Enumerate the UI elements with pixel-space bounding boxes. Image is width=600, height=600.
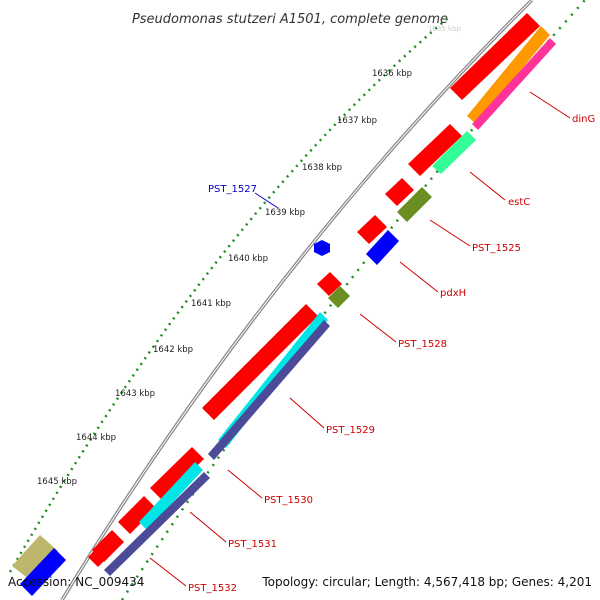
gene-pdxH[interactable]: [357, 215, 387, 244]
tick-labels: 1636 kbp 1637 kbp 1638 kbp 1639 kbp 1640…: [37, 69, 412, 487]
accession-text: Accession: NC_009434: [8, 575, 144, 589]
topology-text: Topology: circular; Length: 4,567,418 bp…: [261, 575, 592, 589]
gene-label-PST_1531[interactable]: PST_1531: [228, 539, 277, 550]
tick-label: 1642 kbp: [153, 345, 193, 355]
gene-estC[interactable]: [408, 124, 462, 176]
feature-track-3: [20, 38, 556, 596]
gene-label-dinG[interactable]: dinG: [572, 114, 595, 125]
gene-PST_1531[interactable]: [118, 496, 156, 534]
tick-label: 1644 kbp: [76, 433, 116, 443]
tick-label: 1641 kbp: [191, 299, 231, 309]
gene-dinG[interactable]: [450, 13, 540, 100]
gene-label-PST_1525[interactable]: PST_1525: [472, 243, 521, 254]
tick-label: 1643 kbp: [115, 389, 155, 399]
gene-PST_1525[interactable]: [385, 178, 414, 206]
svg-text:1635 kbp: 1635 kbp: [428, 25, 462, 33]
tick-label: 1636 kbp: [372, 69, 412, 79]
tick-label: 1639 kbp: [265, 208, 305, 218]
gene-PST_1529[interactable]: [202, 304, 318, 420]
gene-label-PST_1530[interactable]: PST_1530: [264, 495, 313, 506]
gene-label-estC[interactable]: estC: [508, 197, 530, 208]
gene-label-pdxH[interactable]: pdxH: [440, 288, 466, 299]
tick-label: 1638 kbp: [302, 163, 342, 173]
gene-labels: dinG estC PST_1525 PST_1527 pdxH PST_152…: [188, 114, 595, 594]
gene-PST_1528[interactable]: [317, 272, 342, 296]
outer-tick-ring: [8, 17, 449, 573]
tick-label: 1637 kbp: [337, 116, 377, 126]
gene-PST_1530[interactable]: [150, 447, 204, 500]
tick-label: 1645 kbp: [37, 477, 77, 487]
cds-track: [88, 13, 540, 567]
label-leaders: [149, 91, 571, 587]
gene-label-PST_1529[interactable]: PST_1529: [326, 425, 375, 436]
gene-label-PST_1527[interactable]: PST_1527: [208, 184, 257, 195]
gene-PST_1527[interactable]: [314, 240, 330, 256]
map-title: Pseudomonas stutzeri A1501, complete gen…: [132, 12, 448, 27]
tick-label: 1640 kbp: [228, 254, 268, 264]
gene-label-PST_1528[interactable]: PST_1528: [398, 339, 447, 350]
gene-label-PST_1532[interactable]: PST_1532: [188, 583, 237, 594]
